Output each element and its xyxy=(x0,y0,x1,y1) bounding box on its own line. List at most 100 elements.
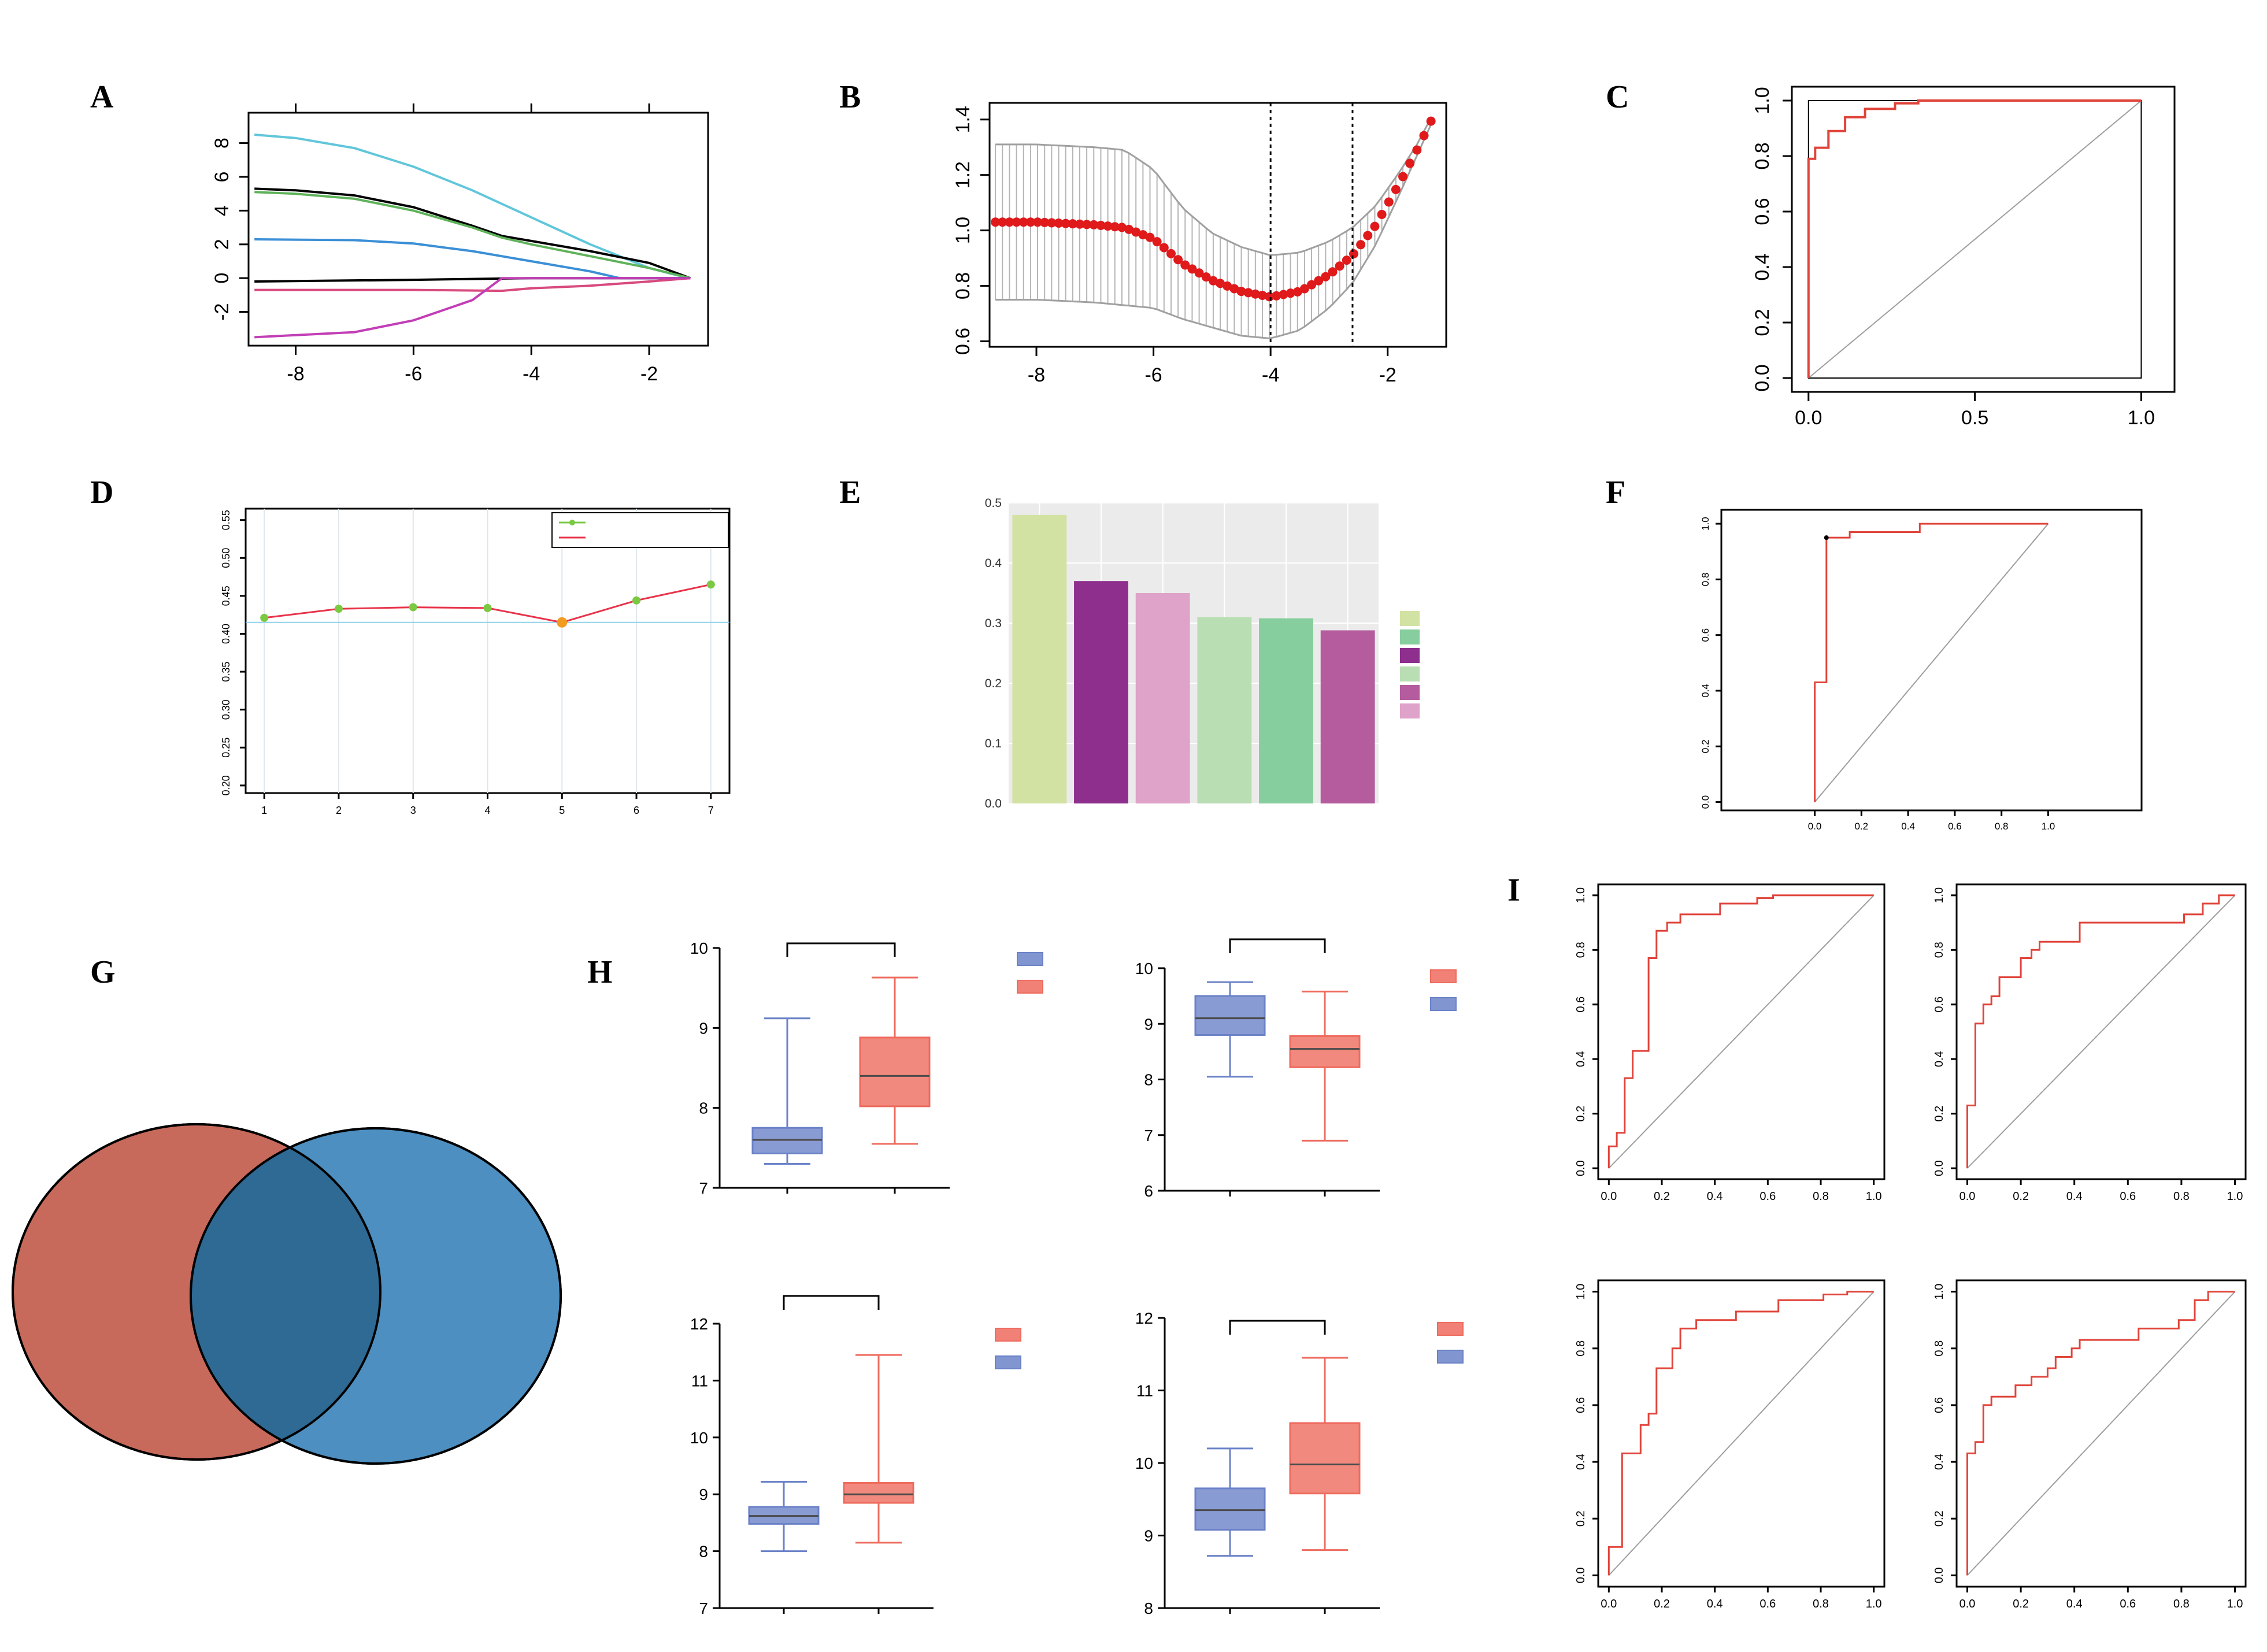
deviance-point xyxy=(1257,290,1267,300)
x-tick-label: -2 xyxy=(640,363,658,385)
legend-swatch xyxy=(1400,666,1420,681)
bar-txn xyxy=(1135,593,1190,803)
deviance-point xyxy=(1040,217,1050,227)
y-tick-label: 11 xyxy=(1136,1382,1153,1400)
panel-letter-a: A xyxy=(90,79,114,115)
venn-lasso-outline xyxy=(12,1123,381,1461)
y-tick-label: 0.6 xyxy=(1933,997,1946,1013)
x-tick-label: 0.6 xyxy=(1759,1190,1776,1203)
legend-swatch xyxy=(1400,703,1420,718)
legend-swatch xyxy=(1430,997,1457,1011)
y-tick-label: 0.2 xyxy=(1575,1510,1587,1527)
y-tick-label: 1.0 xyxy=(1933,1284,1946,1300)
y-tick-label: 0.4 xyxy=(985,557,1002,570)
y-tick-label: 0.40 xyxy=(220,624,232,644)
panel-letter-h: H xyxy=(587,954,613,990)
deviance-point xyxy=(1250,289,1260,299)
box-sle xyxy=(1289,1035,1361,1068)
series-line-coef1 xyxy=(254,134,691,280)
y-tick-label: 0.6 xyxy=(1700,628,1711,642)
venn-intersection xyxy=(191,1128,380,1460)
deviance-point xyxy=(1180,260,1190,270)
x-tick-label: 0.4 xyxy=(1707,1598,1723,1610)
y-tick-label: 9 xyxy=(699,1486,708,1503)
plot-frame xyxy=(1597,883,1886,1180)
panel-i-roc-h1-2: 0.0 0.2 0.4 0.6 0.8 1.0 0.0 0.2 0.4 0.6 0.8 1.0 xyxy=(1933,1279,2247,1610)
box-hc xyxy=(1194,995,1266,1036)
y-tick-label: 9 xyxy=(699,1019,708,1037)
y-tick-label: 0.2 xyxy=(1751,309,1773,336)
deviance-point xyxy=(1201,272,1211,282)
deviance-point xyxy=(1419,131,1429,140)
deviance-point xyxy=(1194,268,1204,278)
y-tick-label: 0.1 xyxy=(985,737,1002,750)
deviance-point xyxy=(1243,288,1253,298)
panel-h-box-cdca5: 7 8 9 10 xyxy=(690,939,1043,1197)
deviance-point xyxy=(1145,232,1155,242)
x-tick-label: -6 xyxy=(1144,364,1162,386)
y-tick-label: 8 xyxy=(1144,1599,1153,1617)
panel-b-binomial-deviance: -8 -6 -4 -2 0.6 0.8 1.0 1.2 1.4 xyxy=(952,102,1447,386)
deviance-point xyxy=(1005,217,1014,227)
legend-swatch xyxy=(995,1328,1021,1342)
deviance-point xyxy=(1292,287,1302,297)
box-sle xyxy=(859,1036,931,1107)
diagonal-reference xyxy=(1814,523,2049,803)
legend-box xyxy=(551,512,729,548)
roc-curve xyxy=(1966,1291,2235,1576)
x-tick-label: 0.8 xyxy=(1813,1190,1829,1203)
y-tick-label: 7 xyxy=(699,1179,708,1197)
roc-curve xyxy=(1814,523,2049,802)
x-tick-label: 0.4 xyxy=(2066,1598,2083,1610)
deviance-point xyxy=(1405,158,1415,168)
y-tick-label: 10 xyxy=(1135,960,1153,977)
deviance-point xyxy=(1356,240,1366,250)
panel-c-roc: 0.0 0.5 1.0 0.0 0.2 0.4 0.6 0.8 1.0 xyxy=(1751,86,2176,429)
panel-f-roc: 0.0 0.2 0.4 0.6 0.8 1.0 0.0 0.2 0.4 0.6 0.8 1.0 xyxy=(1700,509,2143,832)
panel-g-venn xyxy=(12,1123,562,1465)
legend-swatch xyxy=(1400,629,1420,644)
x-tick-label: 0.0 xyxy=(1601,1598,1617,1610)
y-tick-label: 0.6 xyxy=(1751,198,1773,225)
roc-curve xyxy=(1607,1291,1874,1576)
x-tick-label: -8 xyxy=(1028,364,1045,386)
deviance-point xyxy=(1328,267,1338,277)
x-tick-label: 0.2 xyxy=(2013,1190,2029,1203)
diagonal-reference xyxy=(1966,1291,2236,1576)
x-tick-label: 0.4 xyxy=(2066,1190,2083,1203)
y-tick-label: 0.4 xyxy=(1575,1454,1587,1470)
significance-bracket xyxy=(1229,1320,1326,1335)
x-tick-label: 0.8 xyxy=(1995,821,2009,832)
bar-rin2 xyxy=(1320,630,1375,803)
panel-i-roc-cdca5: 0.0 0.2 0.4 0.6 0.8 1.0 0.0 0.2 0.4 0.6 0.8 1.0 xyxy=(1575,883,1886,1203)
x-tick-label: 0.2 xyxy=(1855,821,1869,832)
y-tick-label: 0.8 xyxy=(1933,1340,1946,1357)
x-tick-label: 0.4 xyxy=(1707,1190,1723,1203)
deviance-point xyxy=(1370,221,1380,231)
plot-background xyxy=(1009,503,1379,803)
y-tick-label: 0.0 xyxy=(1933,1567,1946,1583)
y-tick-label: 0.0 xyxy=(1575,1567,1587,1583)
deviance-point xyxy=(1398,172,1408,182)
deviance-point xyxy=(991,217,1001,227)
panel-letter-d: D xyxy=(90,475,113,510)
deviance-point xyxy=(1068,219,1077,229)
x-tick-label: -4 xyxy=(1262,364,1279,386)
x-tick-label: 4 xyxy=(484,805,490,816)
legend-swatch xyxy=(1400,611,1420,626)
y-tick-label: 0.6 xyxy=(1933,1397,1946,1413)
x-tick-label: 0.8 xyxy=(2173,1598,2190,1610)
deviance-point xyxy=(1075,219,1084,229)
plot-frame xyxy=(1597,1279,1886,1588)
plot-frame xyxy=(1791,86,2176,393)
y-tick-label: 7 xyxy=(1144,1127,1153,1144)
bar-cdca5 xyxy=(1012,514,1067,803)
y-tick-label: 10 xyxy=(690,1429,708,1447)
diagonal-reference xyxy=(1966,895,2236,1169)
y-tick-label: 1.0 xyxy=(1575,887,1587,903)
y-tick-label: 0.3 xyxy=(985,617,1002,630)
panel-letter-b: B xyxy=(839,79,861,115)
y-tick-label: 8 xyxy=(699,1099,708,1117)
deviance-point xyxy=(1265,292,1275,302)
